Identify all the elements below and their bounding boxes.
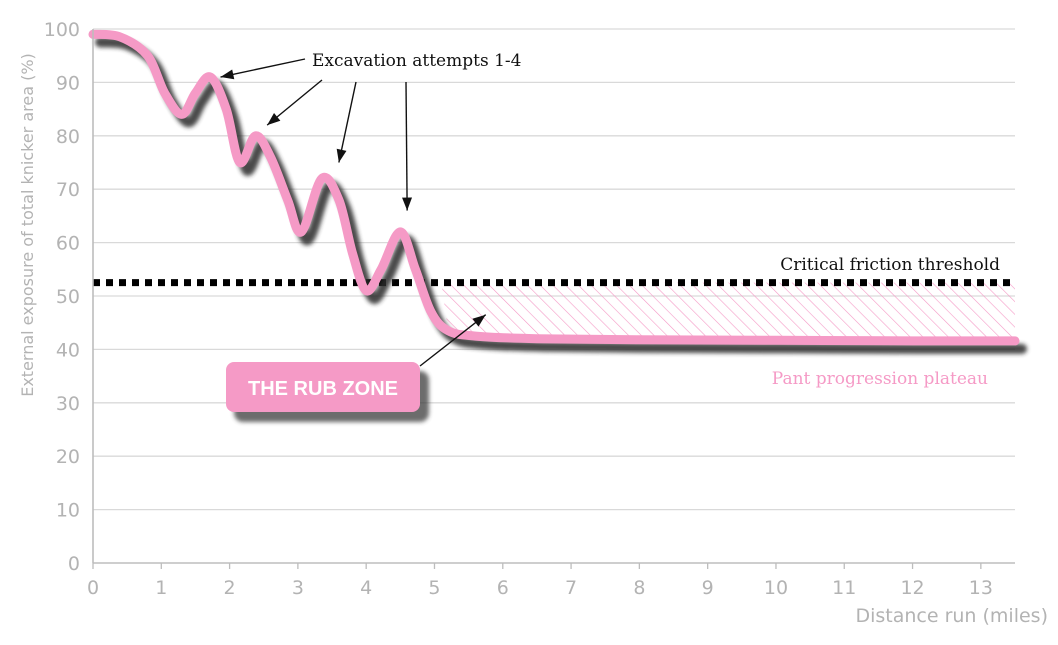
threshold-layer [93, 279, 1015, 298]
excavation-arrow-head [267, 112, 281, 126]
series-layer [88, 29, 1027, 354]
plateau-label: Pant progression plateau [772, 369, 988, 389]
x-tick-label: 4 [360, 577, 372, 599]
rub-zone-arrow-head [472, 314, 486, 327]
x-tick-label: 5 [428, 577, 440, 599]
y-tick-label: 90 [56, 72, 80, 94]
rub-zone-arrow [419, 314, 487, 367]
y-tick-label: 60 [56, 233, 80, 255]
y-tick-label: 0 [68, 553, 80, 575]
x-tick-label: 9 [702, 577, 714, 599]
threshold-label: Critical friction threshold [780, 255, 1000, 275]
x-tick-label: 3 [292, 577, 304, 599]
rub-zone-hatch-layer [441, 282, 1015, 341]
excavation-arrow [220, 58, 306, 78]
series-shadow [95, 37, 1027, 354]
y-axis-title: External exposure of total knicker area … [18, 53, 37, 397]
excavation-annotation-label: Excavation attempts 1-4 [312, 51, 521, 71]
annotation-arrow-layer [220, 58, 487, 367]
x-tick-label: 10 [764, 577, 788, 599]
rub-zone-label: THE RUB ZONE [248, 378, 398, 400]
x-tick-label: 8 [633, 577, 645, 599]
y-tick-label: 80 [56, 126, 80, 148]
y-tick-label: 100 [44, 19, 80, 41]
excavation-arrow-head [336, 148, 347, 163]
excavation-arrow [338, 81, 357, 163]
y-tick-label: 50 [56, 286, 80, 308]
x-tick-label: 11 [832, 577, 856, 599]
y-tick-label: 10 [56, 500, 80, 522]
x-axis-title: Distance run (miles) [855, 605, 1048, 627]
rub-zone-callout: THE RUB ZONE [226, 362, 429, 422]
excavation-arrow [405, 81, 408, 211]
rub-zone-hatch [441, 282, 1015, 341]
x-tick-label: 13 [969, 577, 993, 599]
x-tick-label: 1 [155, 577, 167, 599]
x-tick-label: 7 [565, 577, 577, 599]
series-line [88, 29, 1020, 346]
y-tick-label: 70 [56, 179, 80, 201]
excavation-arrow-head [402, 197, 413, 211]
x-tick-label: 0 [87, 577, 99, 599]
y-tick-label: 20 [56, 446, 80, 468]
y-tick-label: 30 [56, 393, 80, 415]
axis-layer [92, 29, 1015, 564]
x-tick-label: 6 [497, 577, 509, 599]
x-tick-label: 2 [224, 577, 236, 599]
x-tick-label: 12 [900, 577, 924, 599]
excavation-arrow-head [220, 69, 235, 80]
y-tick-label: 40 [56, 339, 80, 361]
rub-zone-box [226, 362, 420, 412]
